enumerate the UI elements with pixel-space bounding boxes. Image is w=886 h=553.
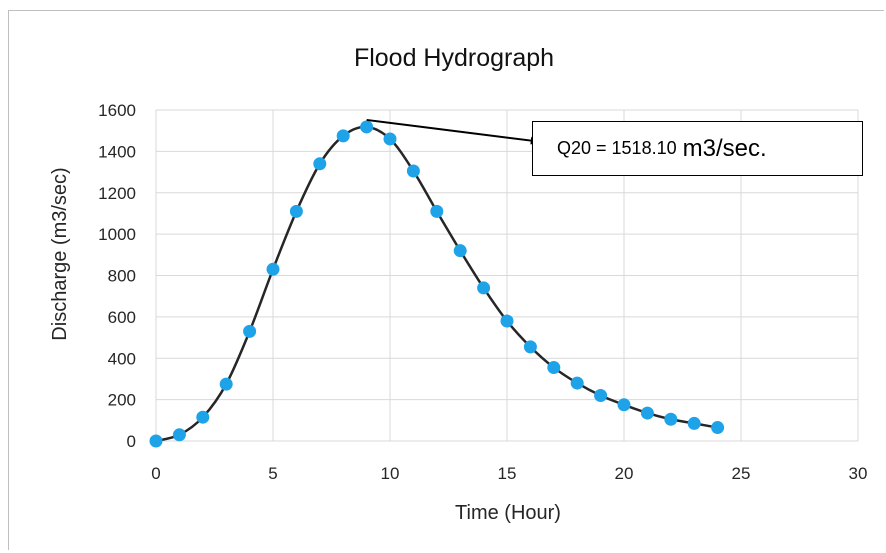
data-point <box>477 281 491 295</box>
data-point <box>360 120 374 134</box>
data-point <box>313 157 327 171</box>
x-tick-label: 5 <box>268 464 277 483</box>
data-point <box>547 361 561 375</box>
y-tick-label: 600 <box>108 308 136 327</box>
peak-discharge-callout: Q20 = 1518.10 m3/sec. <box>532 121 863 176</box>
data-point <box>664 412 678 426</box>
chart-title: Flood Hydrograph <box>354 44 554 72</box>
series-layer <box>149 120 725 448</box>
x-axis-label: Time (Hour) <box>455 502 561 524</box>
x-tick-label: 25 <box>732 464 751 483</box>
data-point <box>640 406 654 420</box>
data-point <box>453 244 467 258</box>
y-tick-label: 0 <box>127 432 136 451</box>
data-point <box>430 204 444 218</box>
x-axis-ticks: 0 5 10 15 20 25 30 <box>151 464 867 483</box>
y-tick-label: 1400 <box>98 142 136 161</box>
data-point <box>617 398 631 412</box>
annotation-arrow <box>366 118 541 145</box>
x-tick-label: 0 <box>151 464 160 483</box>
chart-frame <box>8 10 884 550</box>
data-point <box>570 376 584 390</box>
data-point <box>219 377 233 391</box>
data-point <box>243 324 257 338</box>
x-tick-label: 30 <box>849 464 868 483</box>
callout-unit: m3/sec. <box>682 134 767 162</box>
data-point <box>289 204 303 218</box>
data-point <box>594 388 608 402</box>
data-point <box>383 132 397 146</box>
data-point <box>172 428 186 442</box>
x-tick-label: 10 <box>381 464 400 483</box>
y-tick-label: 1000 <box>98 225 136 244</box>
data-point <box>149 434 163 448</box>
data-point <box>687 416 701 430</box>
y-tick-label: 400 <box>108 349 136 368</box>
data-point <box>406 164 420 178</box>
y-tick-label: 1200 <box>98 184 136 203</box>
y-tick-label: 1600 <box>98 101 136 120</box>
y-axis-label: Discharge (m3/sec) <box>49 167 71 340</box>
data-point <box>336 129 350 143</box>
y-tick-label: 200 <box>108 391 136 410</box>
x-tick-label: 20 <box>615 464 634 483</box>
data-point <box>196 410 210 424</box>
y-tick-label: 800 <box>108 267 136 286</box>
data-point <box>500 314 514 328</box>
annotation-arrow-layer <box>366 118 541 145</box>
data-point <box>266 262 280 276</box>
y-axis-ticks: 0 200 400 600 800 1000 1200 1400 1600 <box>98 101 136 451</box>
data-point <box>523 340 537 354</box>
data-point <box>711 421 725 435</box>
x-tick-label: 15 <box>498 464 517 483</box>
callout-value: Q20 = 1518.10 <box>557 138 677 158</box>
